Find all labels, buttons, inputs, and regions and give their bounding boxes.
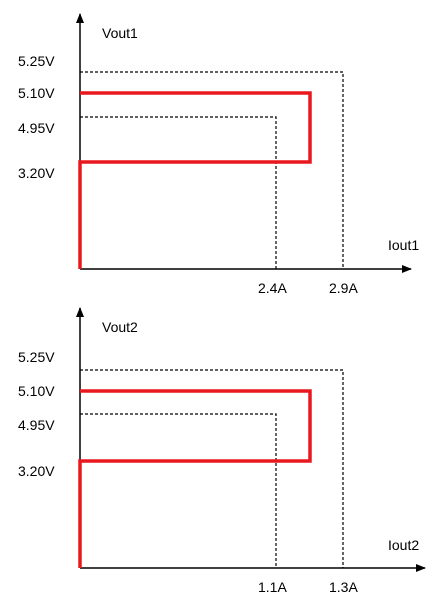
plot-1: Vout1 Iout1 5.25V 5.10V 4.95V 3.20V 2.4A… <box>18 13 419 296</box>
y-axis-label-1: Vout1 <box>102 25 138 41</box>
limit-outer-dotted-2 <box>80 369 344 568</box>
y-tick-5.10v: 5.10V <box>18 383 55 399</box>
y-tick-4.95v: 4.95V <box>18 120 55 136</box>
limit-inner-dotted-2 <box>80 413 277 568</box>
limit-inner-dotted-1 <box>80 116 277 269</box>
y-tick-5.25v: 5.25V <box>18 349 55 365</box>
characteristic-red-1 <box>78 91 312 269</box>
characteristic-red-2 <box>78 389 312 568</box>
limit-outer-dotted-1 <box>80 71 344 269</box>
y-tick-3.20v: 3.20V <box>18 165 55 181</box>
x-tick-2.4a: 2.4A <box>258 280 287 296</box>
x-axis-label-1: Iout1 <box>388 237 419 253</box>
plot-2: Vout2 Iout2 5.25V 5.10V 4.95V 3.20V 1.1A… <box>18 307 426 595</box>
x-tick-1.1a: 1.1A <box>258 579 287 595</box>
y-tick-5.25v: 5.25V <box>18 53 55 69</box>
y-tick-5.10v: 5.10V <box>18 85 55 101</box>
x-tick-1.3a: 1.3A <box>329 579 358 595</box>
x-axis-label-2: Iout2 <box>388 537 419 553</box>
y-tick-4.95v: 4.95V <box>18 417 55 433</box>
y-axis-label-2: Vout2 <box>102 319 138 335</box>
x-tick-2.9a: 2.9A <box>329 280 358 296</box>
y-tick-3.20v: 3.20V <box>18 463 55 479</box>
